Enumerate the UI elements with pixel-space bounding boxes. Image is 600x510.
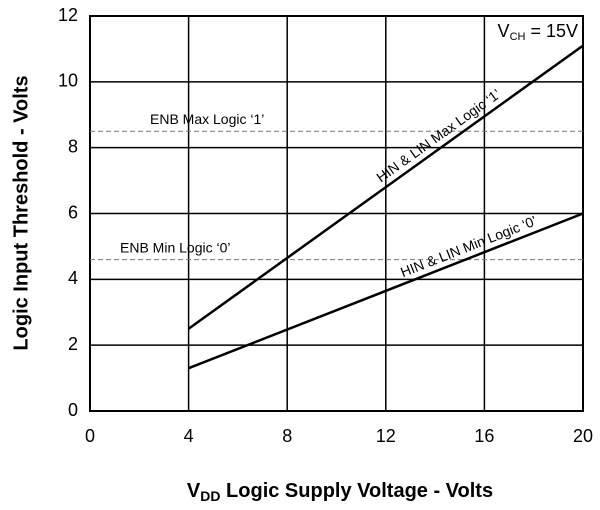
annotation-main: V — [498, 21, 510, 41]
series-label: HIN & LIN Min Logic ‘0’ — [398, 212, 539, 280]
reference-label: ENB Min Logic ‘0’ — [120, 239, 231, 255]
annotation-sub: CH — [510, 31, 526, 43]
x-tick-label: 0 — [85, 426, 95, 446]
y-tick-label: 0 — [68, 400, 78, 420]
x-axis-label: VDD Logic Supply Voltage - Volts — [187, 480, 493, 503]
y-tick-label: 10 — [58, 71, 78, 91]
series-line — [188, 212, 584, 370]
annotation: VCH = 15V — [498, 21, 578, 43]
x-tick-label: 4 — [184, 426, 194, 446]
x-tick-label: 12 — [376, 426, 396, 446]
x-tick-label: 20 — [573, 426, 593, 446]
y-axis-label: Logic Input Threshold - Volts — [10, 75, 32, 350]
x-tick-label: 16 — [474, 426, 494, 446]
x-tick-label: 8 — [282, 426, 292, 446]
series-line — [187, 44, 584, 330]
x-label-rest: Logic Supply Voltage - Volts — [220, 480, 493, 502]
x-label-sub: DD — [200, 488, 220, 504]
y-tick-label: 8 — [68, 136, 78, 156]
y-tick-label: 2 — [68, 334, 78, 354]
annotation-rest: = 15V — [525, 21, 578, 41]
y-tick-label: 12 — [58, 5, 78, 25]
y-tick-label: 6 — [68, 202, 78, 222]
x-label-main: V — [187, 480, 201, 502]
y-tick-label: 4 — [68, 268, 78, 288]
reference-label: ENB Max Logic ‘1’ — [150, 111, 264, 127]
